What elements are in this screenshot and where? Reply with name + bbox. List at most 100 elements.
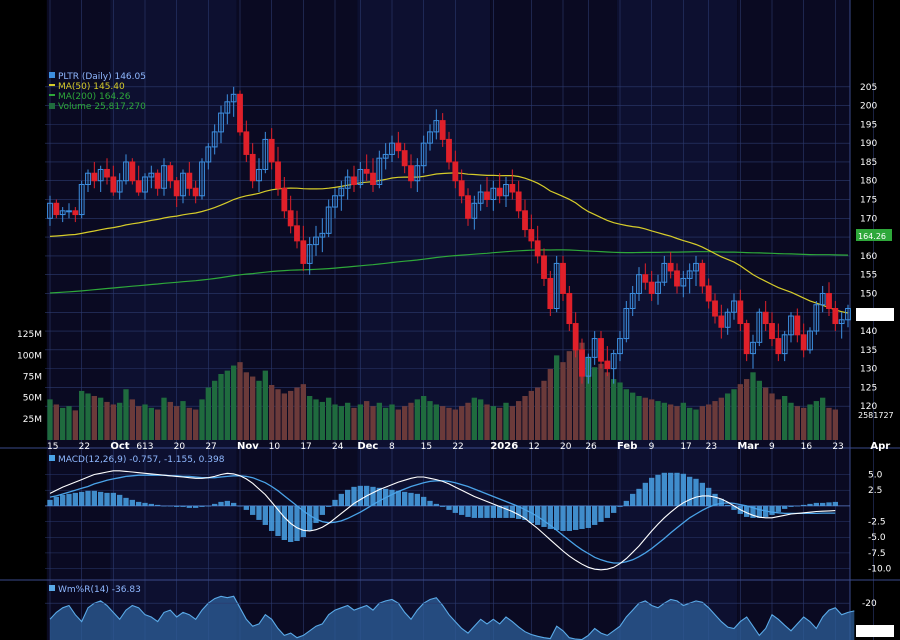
macd-hist-bar	[60, 494, 66, 506]
candle-body	[756, 311, 763, 343]
candle-body	[142, 176, 148, 193]
volume-bar	[307, 396, 313, 440]
macd-hist-bar	[338, 493, 344, 506]
candle-body	[636, 274, 642, 294]
macd-hist-bar	[801, 504, 807, 506]
volume-bar	[585, 357, 591, 440]
volume-bar	[516, 401, 522, 440]
volume-bar	[319, 401, 325, 440]
macd-hist-bar	[465, 505, 471, 517]
candle-body	[66, 210, 72, 213]
volume-bar	[186, 407, 192, 440]
volume-bar	[250, 376, 256, 440]
candle-body	[135, 180, 142, 193]
candle-body	[332, 195, 338, 208]
volume-bar	[579, 342, 585, 440]
volume-bar	[820, 397, 826, 440]
macd-tick-label: -10.0	[868, 565, 892, 575]
date-label: 27	[205, 442, 216, 452]
macd-hist-bar	[275, 505, 281, 536]
macd-hist-bar	[446, 505, 452, 510]
candle-body	[490, 187, 497, 201]
candle-body	[116, 180, 123, 193]
candle-body	[534, 240, 541, 257]
volume-bar	[756, 380, 762, 440]
volume-bar	[117, 402, 123, 440]
volume-bar	[326, 397, 332, 440]
macd-hist-bar	[623, 500, 629, 506]
month-band	[110, 0, 237, 640]
macd-tick-label: 5.0	[868, 471, 883, 481]
volume-bar	[636, 396, 642, 440]
macd-hist-bar	[256, 505, 262, 520]
volume-bar	[649, 399, 655, 440]
volume-bar	[668, 404, 674, 440]
candle-body	[408, 165, 414, 182]
candle-body	[72, 210, 79, 216]
macd-hist-bar	[604, 505, 610, 518]
macd-hist-bar	[503, 505, 509, 518]
candle-body	[338, 187, 345, 197]
volume-bar	[832, 409, 838, 440]
candle-body	[180, 172, 186, 197]
volume-bar	[66, 406, 72, 440]
volume-tick-label: 100M	[17, 351, 42, 361]
volume-bar	[573, 346, 579, 440]
volume-bar	[205, 387, 211, 440]
macd-hist-bar	[497, 505, 503, 518]
candle-body	[699, 262, 706, 287]
candle-body	[838, 319, 845, 325]
macd-hist-bar	[788, 505, 794, 507]
macd-hist-bar	[332, 499, 338, 506]
volume-bar	[79, 390, 85, 440]
macd-hist-bar	[376, 487, 382, 506]
macd-hist-bar	[212, 503, 218, 506]
willr-legend-text: Wm%R(14) -36.83	[58, 585, 141, 595]
macd-hist-bar	[136, 501, 142, 506]
price-tick-label: 180	[860, 177, 877, 187]
macd-hist-bar	[687, 476, 693, 506]
macd-hist-bar	[142, 502, 148, 506]
candle-body	[731, 300, 737, 313]
macd-hist-bar	[674, 472, 680, 506]
volume-bar	[167, 401, 173, 440]
macd-hist-bar	[718, 498, 724, 506]
ma200-legend-swatch	[49, 94, 55, 96]
macd-hist-bar	[775, 505, 781, 512]
volume-bar	[300, 384, 306, 440]
volume-value-text: 2581727	[858, 411, 894, 420]
volume-bar	[661, 402, 667, 440]
candle-body	[104, 168, 110, 178]
price-tick-label: 160	[860, 252, 877, 262]
volume-bar	[813, 401, 819, 440]
candle-body	[344, 176, 351, 189]
macd-hist-bar	[186, 505, 192, 508]
candle-body	[294, 225, 300, 242]
macd-hist-bar	[205, 505, 211, 507]
volume-bar	[370, 406, 376, 440]
price-candles	[47, 86, 851, 384]
candle-body	[794, 315, 801, 336]
macd-hist-bar	[307, 505, 313, 531]
willr-line	[49, 595, 855, 640]
candle-body	[585, 356, 592, 377]
date-label: 15	[421, 442, 432, 452]
date-label: 15	[47, 442, 58, 452]
candle-body	[281, 187, 288, 212]
macd-hist-bar	[554, 505, 560, 530]
macd-hist-bar	[528, 505, 534, 523]
volume-bar	[148, 407, 154, 440]
volume-bar	[408, 402, 414, 440]
volume-bar	[427, 401, 433, 440]
ma200-legend-text: MA(200) 164.26	[58, 92, 131, 102]
candle-body	[623, 308, 630, 340]
volume-bar	[338, 406, 344, 440]
candle-body	[762, 311, 769, 325]
volume-bar	[617, 382, 623, 440]
volume-bar	[693, 409, 699, 440]
macd-hist-bar	[731, 505, 737, 510]
volume-bar	[611, 379, 617, 440]
candle-body	[604, 360, 611, 370]
ma50-legend-text: MA(50) 145.40	[58, 82, 125, 92]
volume-bar	[547, 368, 553, 440]
